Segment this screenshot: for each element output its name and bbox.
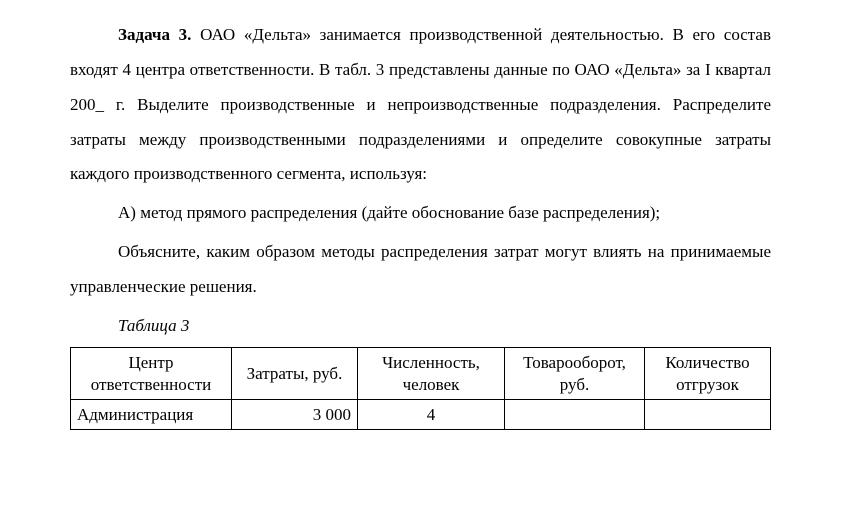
col-header-center: Центр ответственности	[71, 348, 232, 400]
task-label: Задача 3.	[118, 25, 191, 44]
data-table: Центр ответственности Затраты, руб. Числ…	[70, 347, 771, 430]
cell-turnover	[505, 399, 645, 429]
col-header-costs: Затраты, руб.	[232, 348, 358, 400]
cell-headcount: 4	[358, 399, 505, 429]
col-header-turnover: Товарооборот, руб.	[505, 348, 645, 400]
table-header-row: Центр ответственности Затраты, руб. Числ…	[71, 348, 771, 400]
document-page: Задача 3. ОАО «Дельта» занимается произв…	[0, 0, 841, 430]
paragraph-method-a: А) метод прямого распределения (дайте об…	[70, 196, 771, 231]
table-caption: Таблица 3	[70, 311, 771, 342]
col-header-headcount: Численность, человек	[358, 348, 505, 400]
paragraph-task: Задача 3. ОАО «Дельта» занимается произв…	[70, 18, 771, 192]
table-head: Центр ответственности Затраты, руб. Числ…	[71, 348, 771, 400]
paragraph-explain: Объясните, каким образом методы распреде…	[70, 235, 771, 305]
cell-center: Администрация	[71, 399, 232, 429]
table-row: Администрация 3 000 4	[71, 399, 771, 429]
table-body: Администрация 3 000 4	[71, 399, 771, 429]
col-header-shipments: Количество отгрузок	[645, 348, 771, 400]
intro-text: ОАО «Дельта» занимается производственной…	[70, 25, 771, 183]
cell-shipments	[645, 399, 771, 429]
cell-costs: 3 000	[232, 399, 358, 429]
